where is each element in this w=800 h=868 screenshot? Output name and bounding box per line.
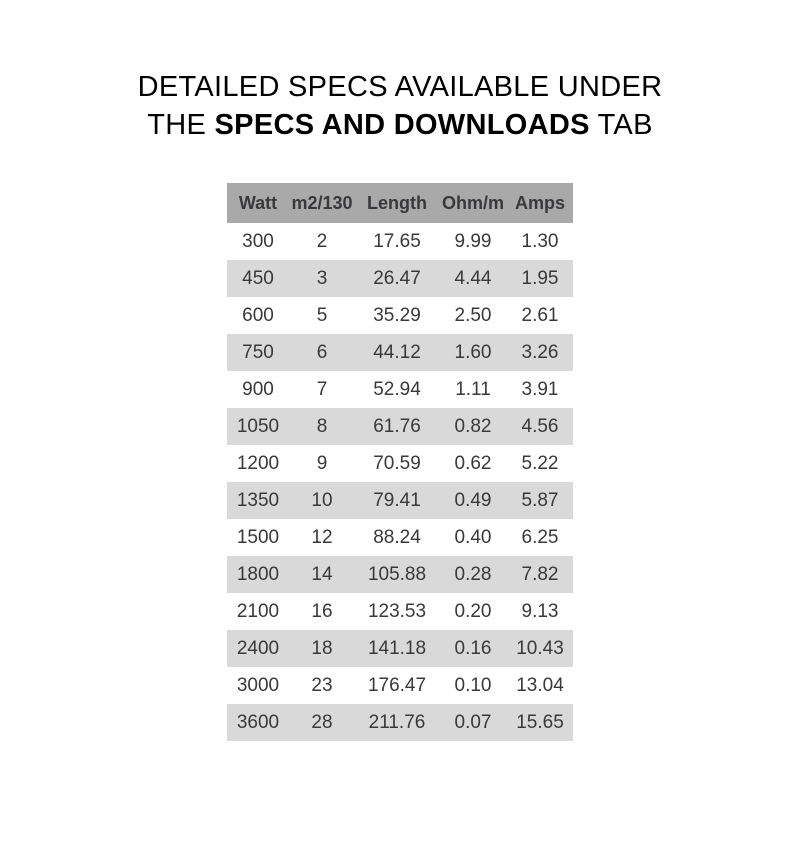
table-cell: 1500 <box>227 519 289 556</box>
table-cell: 10.43 <box>507 630 573 667</box>
table-cell: 9.99 <box>439 223 507 260</box>
table-cell: 1050 <box>227 408 289 445</box>
page: DETAILED SPECS AVAILABLE UNDER THE SPECS… <box>0 68 800 741</box>
table-cell: 1.30 <box>507 223 573 260</box>
table-row: 450 3 26.47 4.44 1.95 <box>227 260 573 297</box>
table-cell: 3.26 <box>507 334 573 371</box>
table-cell: 141.18 <box>355 630 439 667</box>
table-cell: 79.41 <box>355 482 439 519</box>
table-cell: 1.95 <box>507 260 573 297</box>
table-cell: 0.28 <box>439 556 507 593</box>
column-header-ohm-m: Ohm/m <box>439 183 507 223</box>
table-cell: 26.47 <box>355 260 439 297</box>
table-cell: 23 <box>289 667 355 704</box>
table-cell: 3000 <box>227 667 289 704</box>
table-cell: 0.40 <box>439 519 507 556</box>
table-header-row: Watt m2/130 Length Ohm/m Amps <box>227 183 573 223</box>
table-cell: 450 <box>227 260 289 297</box>
title-line1: DETAILED SPECS AVAILABLE UNDER <box>137 71 663 103</box>
table-cell: 0.20 <box>439 593 507 630</box>
table-cell: 5.22 <box>507 445 573 482</box>
table-row: 1050 8 61.76 0.82 4.56 <box>227 408 573 445</box>
table-cell: 0.82 <box>439 408 507 445</box>
page-title: DETAILED SPECS AVAILABLE UNDER THE SPECS… <box>10 68 790 144</box>
table-row: 2100 16 123.53 0.20 9.13 <box>227 593 573 630</box>
table-row: 3600 28 211.76 0.07 15.65 <box>227 704 573 741</box>
table-cell: 16 <box>289 593 355 630</box>
table-cell: 13.04 <box>507 667 573 704</box>
table-cell: 2 <box>289 223 355 260</box>
table-cell: 105.88 <box>355 556 439 593</box>
table-cell: 18 <box>289 630 355 667</box>
table-cell: 600 <box>227 297 289 334</box>
table-cell: 300 <box>227 223 289 260</box>
column-header-length: Length <box>355 183 439 223</box>
table-cell: 17.65 <box>355 223 439 260</box>
table-cell: 0.62 <box>439 445 507 482</box>
table-cell: 0.16 <box>439 630 507 667</box>
table-cell: 0.07 <box>439 704 507 741</box>
table-cell: 5 <box>289 297 355 334</box>
table-cell: 7.82 <box>507 556 573 593</box>
table-cell: 6.25 <box>507 519 573 556</box>
table-cell: 14 <box>289 556 355 593</box>
table-cell: 88.24 <box>355 519 439 556</box>
table-row: 1800 14 105.88 0.28 7.82 <box>227 556 573 593</box>
table-cell: 44.12 <box>355 334 439 371</box>
table-cell: 2100 <box>227 593 289 630</box>
table-row: 300 2 17.65 9.99 1.30 <box>227 223 573 260</box>
table-row: 900 7 52.94 1.11 3.91 <box>227 371 573 408</box>
table-cell: 4.56 <box>507 408 573 445</box>
title-line2: THE SPECS AND DOWNLOADS TAB <box>147 109 652 141</box>
table-cell: 7 <box>289 371 355 408</box>
table-row: 2400 18 141.18 0.16 10.43 <box>227 630 573 667</box>
table-cell: 2.61 <box>507 297 573 334</box>
table-cell: 70.59 <box>355 445 439 482</box>
table-row: 750 6 44.12 1.60 3.26 <box>227 334 573 371</box>
table-cell: 8 <box>289 408 355 445</box>
table-cell: 52.94 <box>355 371 439 408</box>
table-cell: 1200 <box>227 445 289 482</box>
table-cell: 0.49 <box>439 482 507 519</box>
title-line2-prefix: THE <box>147 109 215 141</box>
column-header-amps: Amps <box>507 183 573 223</box>
table-cell: 61.76 <box>355 408 439 445</box>
specs-table: Watt m2/130 Length Ohm/m Amps 300 2 17.65 9… <box>227 183 573 741</box>
table-cell: 15.65 <box>507 704 573 741</box>
table-cell: 1800 <box>227 556 289 593</box>
table-row: 600 5 35.29 2.50 2.61 <box>227 297 573 334</box>
table-cell: 3600 <box>227 704 289 741</box>
column-header-m2-130: m2/130 <box>289 183 355 223</box>
table-cell: 5.87 <box>507 482 573 519</box>
table-cell: 2400 <box>227 630 289 667</box>
table-cell: 1350 <box>227 482 289 519</box>
table-cell: 900 <box>227 371 289 408</box>
table-cell: 9 <box>289 445 355 482</box>
table-cell: 3.91 <box>507 371 573 408</box>
table-cell: 0.10 <box>439 667 507 704</box>
table-cell: 12 <box>289 519 355 556</box>
table-cell: 9.13 <box>507 593 573 630</box>
table-cell: 123.53 <box>355 593 439 630</box>
table-cell: 211.76 <box>355 704 439 741</box>
table-cell: 750 <box>227 334 289 371</box>
column-header-watt: Watt <box>227 183 289 223</box>
table-cell: 2.50 <box>439 297 507 334</box>
table-cell: 176.47 <box>355 667 439 704</box>
table-row: 1350 10 79.41 0.49 5.87 <box>227 482 573 519</box>
table-cell: 10 <box>289 482 355 519</box>
table-row: 3000 23 176.47 0.10 13.04 <box>227 667 573 704</box>
table-cell: 3 <box>289 260 355 297</box>
title-line2-bold: SPECS AND DOWNLOADS <box>214 109 590 141</box>
table-cell: 35.29 <box>355 297 439 334</box>
specs-table-body: 300 2 17.65 9.99 1.30 450 3 26.47 4.44 1.95 600 5 35… <box>227 223 573 741</box>
table-cell: 1.11 <box>439 371 507 408</box>
table-cell: 1.60 <box>439 334 507 371</box>
table-cell: 4.44 <box>439 260 507 297</box>
table-cell: 28 <box>289 704 355 741</box>
title-line2-suffix: TAB <box>589 109 653 141</box>
table-row: 1500 12 88.24 0.40 6.25 <box>227 519 573 556</box>
table-cell: 6 <box>289 334 355 371</box>
table-row: 1200 9 70.59 0.62 5.22 <box>227 445 573 482</box>
